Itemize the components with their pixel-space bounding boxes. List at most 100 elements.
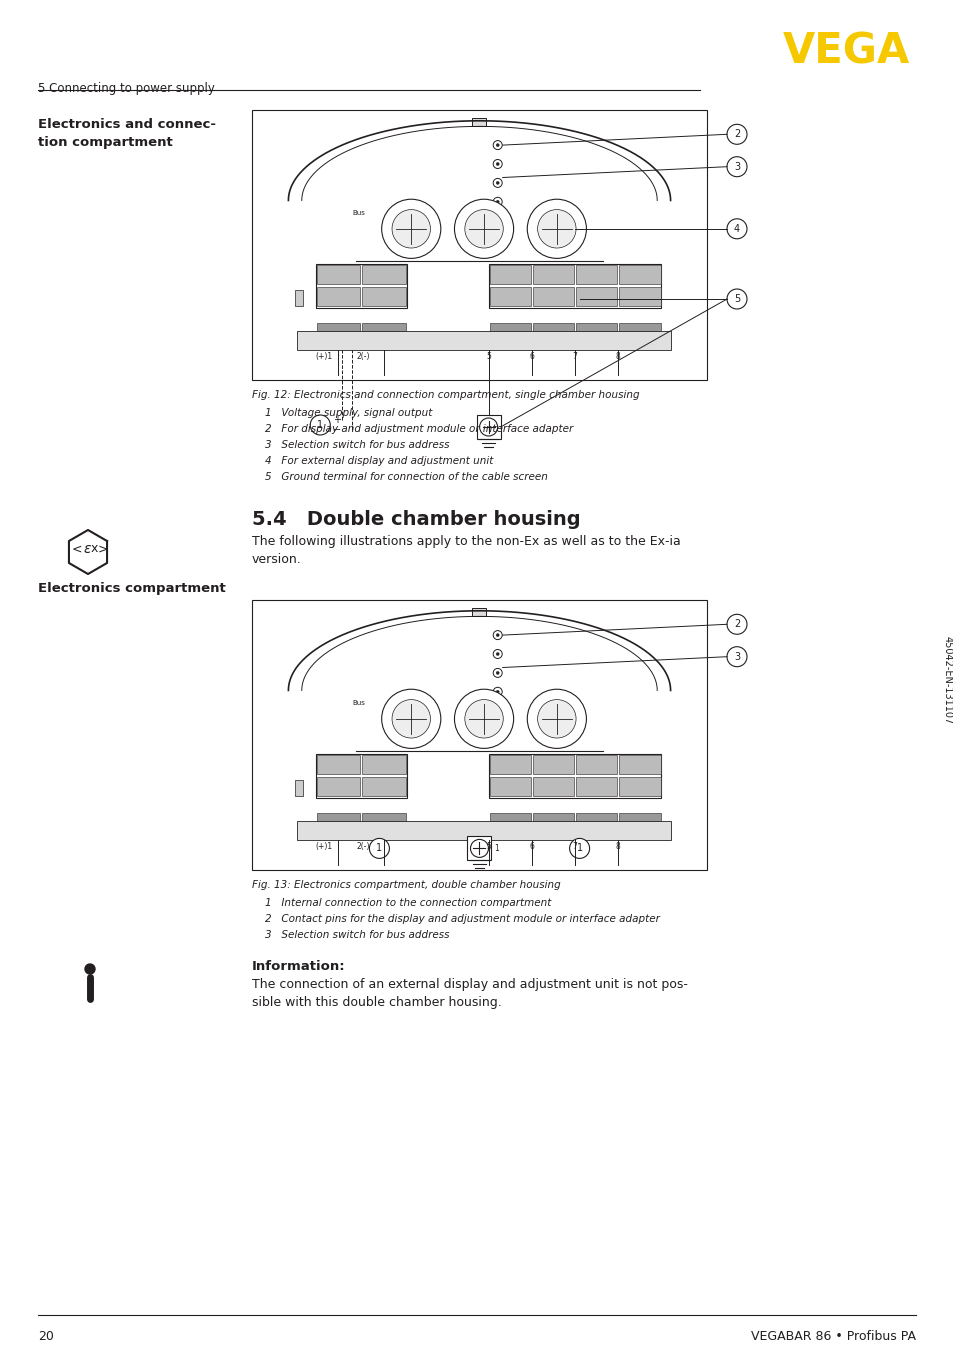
Bar [294, 290, 303, 306]
Text: 3: 3 [733, 651, 740, 662]
Text: >: > [98, 543, 109, 555]
Circle shape [381, 199, 440, 259]
Circle shape [726, 219, 746, 238]
Text: ε: ε [83, 542, 91, 556]
Bar [618, 324, 659, 338]
Circle shape [527, 199, 586, 259]
Text: Fig. 12: Electronics and connection compartment, single chamber housing: Fig. 12: Electronics and connection comp… [252, 390, 639, 399]
Text: The connection of an external display and adjustment unit is not pos-
sible with: The connection of an external display an… [252, 978, 687, 1009]
Bar [315, 754, 406, 798]
Bar [576, 756, 617, 774]
Text: 45042-EN-131107: 45042-EN-131107 [942, 636, 952, 724]
Bar [467, 837, 491, 860]
Text: 7: 7 [572, 842, 577, 852]
Text: 1   Voltage supply, signal output: 1 Voltage supply, signal output [265, 408, 432, 418]
Text: 1: 1 [375, 844, 382, 853]
Bar [488, 754, 660, 798]
Bar [489, 756, 530, 774]
Text: 5 Connecting to power supply: 5 Connecting to power supply [38, 83, 214, 95]
Circle shape [496, 200, 498, 203]
Text: 7: 7 [572, 352, 577, 362]
Circle shape [464, 210, 503, 248]
Circle shape [493, 650, 501, 658]
Circle shape [493, 160, 501, 168]
Bar [533, 756, 574, 774]
Circle shape [493, 179, 501, 187]
Circle shape [493, 198, 501, 206]
Bar [618, 265, 659, 284]
Text: Fig. 13: Electronics compartment, double chamber housing: Fig. 13: Electronics compartment, double… [252, 880, 560, 890]
Bar [472, 608, 486, 616]
Bar [488, 264, 660, 307]
Bar [316, 777, 360, 796]
Text: 8: 8 [616, 352, 620, 362]
Bar [362, 756, 405, 774]
Bar [533, 265, 574, 284]
Bar [472, 118, 486, 126]
Bar [294, 780, 303, 796]
Circle shape [569, 838, 589, 858]
Text: VEGA: VEGA [781, 30, 909, 72]
Text: 4: 4 [733, 223, 740, 234]
Bar [618, 287, 659, 306]
Bar [362, 287, 405, 306]
Text: 1   Internal connection to the connection compartment: 1 Internal connection to the connection … [265, 898, 551, 909]
Bar [315, 264, 406, 307]
Text: The following illustrations apply to the non-Ex as well as to the Ex-ia
version.: The following illustrations apply to the… [252, 535, 680, 566]
Circle shape [392, 700, 430, 738]
Text: 3   Selection switch for bus address: 3 Selection switch for bus address [265, 440, 449, 450]
Bar [576, 814, 617, 829]
Circle shape [493, 688, 501, 696]
Circle shape [493, 141, 501, 149]
Bar [533, 814, 574, 829]
Circle shape [726, 125, 746, 145]
Circle shape [454, 199, 513, 259]
Bar [476, 414, 500, 439]
Bar [252, 600, 706, 871]
Bar [316, 756, 360, 774]
Circle shape [527, 689, 586, 749]
Circle shape [496, 181, 498, 184]
Bar [533, 777, 574, 796]
Bar [489, 777, 530, 796]
Bar [316, 814, 360, 829]
Text: 5: 5 [486, 352, 491, 362]
Text: <: < [71, 543, 82, 555]
Text: Bus: Bus [352, 210, 365, 215]
Bar [576, 287, 617, 306]
Bar [316, 324, 360, 338]
Circle shape [726, 288, 746, 309]
Circle shape [310, 414, 330, 435]
Text: (+)1: (+)1 [315, 352, 333, 362]
Bar [618, 756, 659, 774]
Text: (+)1: (+)1 [315, 842, 333, 852]
Bar [489, 324, 530, 338]
Bar [489, 814, 530, 829]
Circle shape [493, 631, 501, 639]
Text: 5: 5 [733, 294, 740, 305]
Text: 6: 6 [529, 842, 534, 852]
Circle shape [496, 144, 498, 146]
Bar [362, 324, 405, 338]
Bar [489, 287, 530, 306]
Text: 2: 2 [733, 619, 740, 630]
Text: 2   Contact pins for the display and adjustment module or interface adapter: 2 Contact pins for the display and adjus… [265, 914, 659, 923]
Bar [489, 265, 530, 284]
Text: 3   Selection switch for bus address: 3 Selection switch for bus address [265, 930, 449, 940]
Text: 1: 1 [576, 844, 582, 853]
Bar [362, 265, 405, 284]
Circle shape [369, 838, 389, 858]
Bar [533, 287, 574, 306]
Circle shape [496, 672, 498, 674]
Circle shape [392, 210, 430, 248]
Circle shape [493, 669, 501, 677]
Text: 4   For external display and adjustment unit: 4 For external display and adjustment un… [265, 456, 493, 466]
Circle shape [726, 157, 746, 177]
Text: 3: 3 [733, 161, 740, 172]
Circle shape [85, 964, 95, 974]
Circle shape [537, 210, 576, 248]
Text: 5: 5 [486, 842, 491, 852]
Text: Information:: Information: [252, 960, 345, 974]
Circle shape [537, 700, 576, 738]
Text: 20: 20 [38, 1330, 53, 1343]
